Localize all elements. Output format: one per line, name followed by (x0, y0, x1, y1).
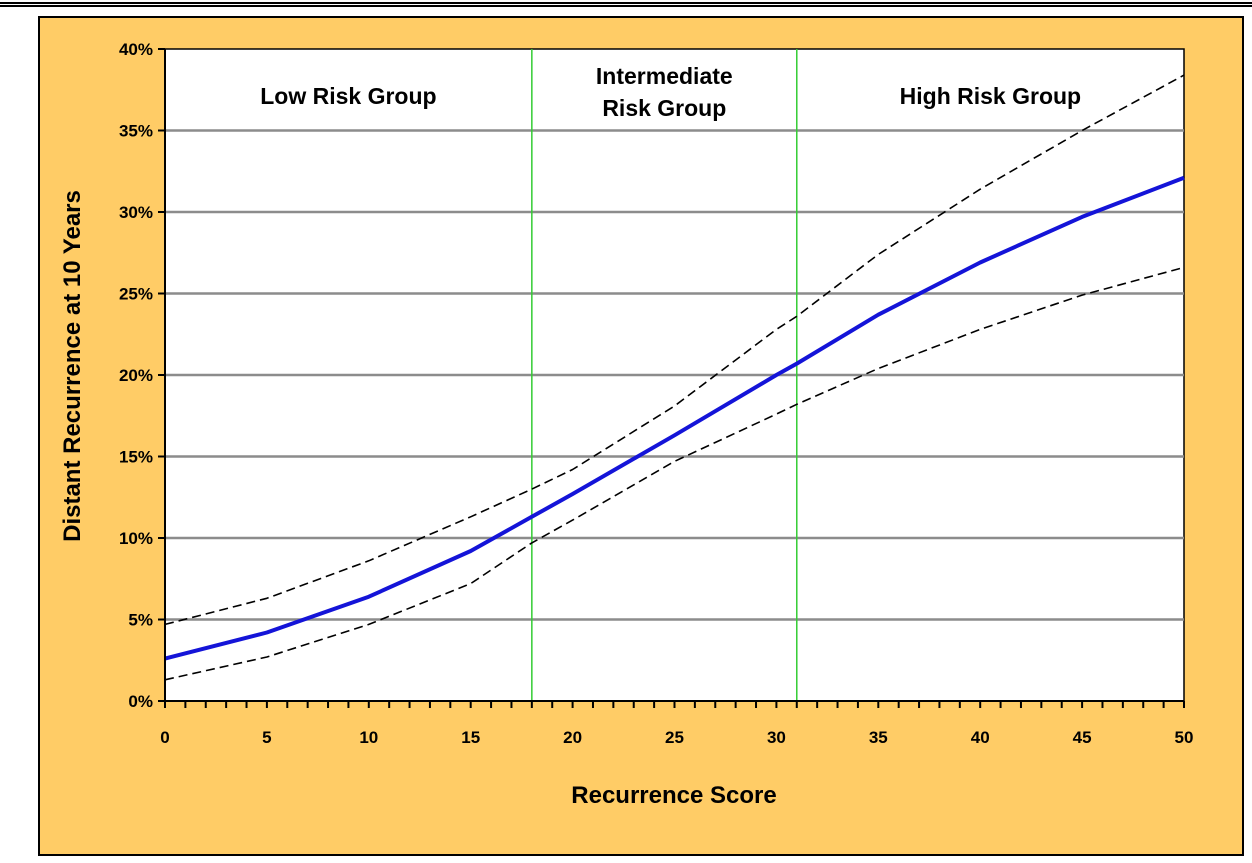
y-tick-label: 40% (119, 40, 153, 59)
axes: 0% 5% 10% 15% 20% 25% 30% 35% 40% 0 5 10 15 20 25 30 35 4… (119, 40, 1193, 747)
zone-label-high-risk: High Risk Group (900, 83, 1081, 109)
x-axis-title: Recurrence Score (571, 782, 776, 809)
recurrence-estimate-line (164, 175, 1185, 661)
risk-cutoff-lines (531, 49, 798, 701)
risk-group-labels: Low Risk Group Intermediate Risk Group High… (260, 63, 1081, 121)
x-tick-label: 25 (665, 728, 684, 747)
confidence-bound-line (164, 266, 1185, 681)
x-tick-label: 20 (563, 728, 582, 747)
y-tick-label: 35% (119, 122, 153, 141)
x-tick-label: 10 (359, 728, 378, 747)
y-axis-title: Distant Recurrence at 10 Years (59, 190, 86, 542)
y-tick-label: 30% (119, 203, 153, 222)
top-rule (0, 2, 1252, 7)
x-tick-label: 30 (767, 728, 786, 747)
y-tick-label: 25% (119, 285, 153, 304)
x-tick-label: 45 (1073, 728, 1092, 747)
zone-label-intermediate-risk: Intermediate Risk Group (596, 63, 733, 121)
x-tick-label: 15 (461, 728, 480, 747)
y-tick-label: 5% (128, 611, 153, 630)
gridlines (165, 129, 1184, 621)
x-tick-label: 5 (262, 728, 271, 747)
x-tick-label: 0 (160, 728, 169, 747)
confidence-bound-line (164, 74, 1185, 626)
x-tick-label: 50 (1175, 728, 1194, 747)
series-lines (164, 74, 1185, 681)
y-tick-label: 15% (119, 448, 153, 467)
y-tick-label: 20% (119, 366, 153, 385)
y-tick-label: 0% (128, 692, 153, 711)
zone-label-low-risk: Low Risk Group (260, 83, 436, 109)
x-tick-label: 35 (869, 728, 888, 747)
y-tick-label: 10% (119, 529, 153, 548)
x-tick-label: 40 (971, 728, 990, 747)
